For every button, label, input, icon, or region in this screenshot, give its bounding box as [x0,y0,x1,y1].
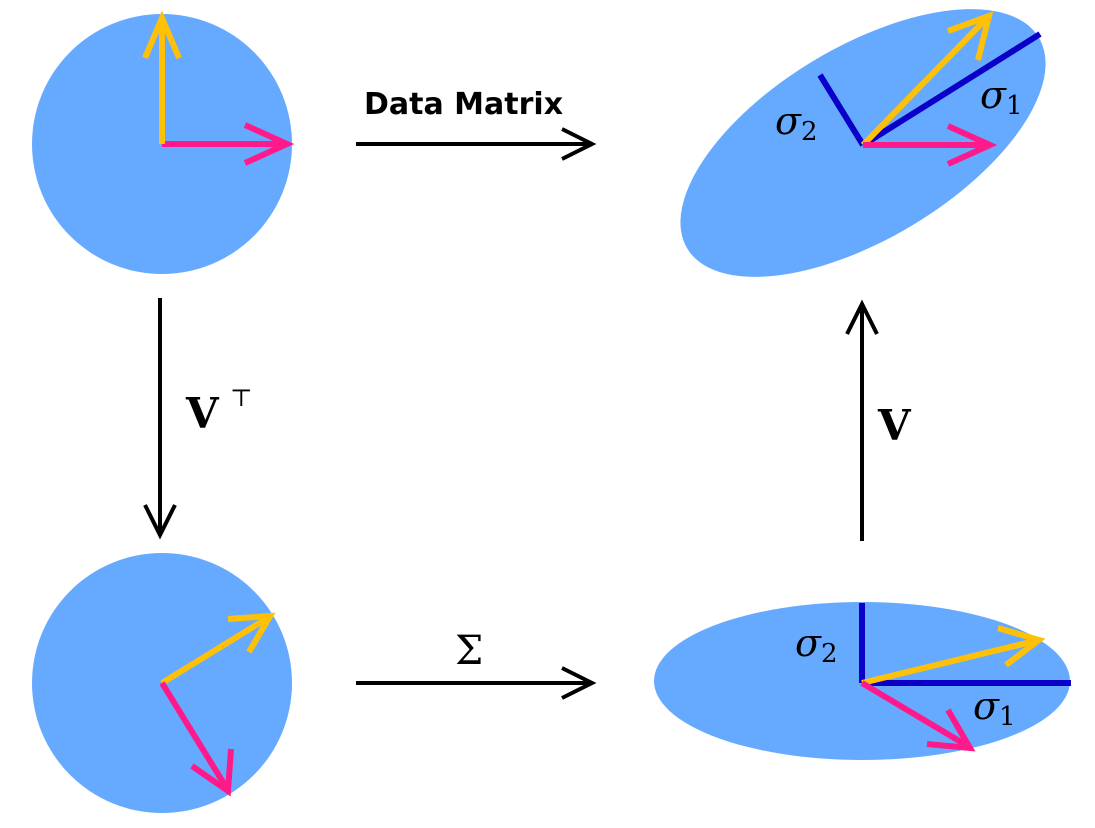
pink-vector [159,681,234,797]
sigma2-label: σ2 [775,99,818,147]
scaled-ellipse-bottom-right: σ2 σ1 [654,602,1071,760]
transformed-ellipse-top-right: σ1 σ2 [680,9,1046,277]
rotated-circle-bottom-left [32,553,292,813]
pink-vector [162,122,295,166]
sigma1-axis [861,31,1042,148]
yellow-vector [142,10,182,144]
arrow-data-matrix [356,127,597,161]
arrow-v [845,299,879,541]
yellow-vector [160,612,276,686]
unit-circle-top-left [32,10,295,274]
arrow-sigma [356,666,597,700]
yellow-vector [860,11,994,148]
pink-vector [860,680,976,752]
v-transpose-label: V [185,389,220,438]
pink-vector [863,123,998,167]
sigma-label: Σ [455,628,483,674]
sigma2-label: σ2 [795,621,838,669]
sigma2-axis [817,73,866,147]
transpose-symbol: ⊤ [230,384,253,412]
v-label: V [877,401,912,450]
data-matrix-label: Data Matrix [364,87,563,122]
arrow-v-transpose [143,298,177,540]
sigma1-label: σ1 [980,73,1023,121]
sigma1-label: σ1 [973,684,1016,732]
yellow-vector [861,625,1046,686]
